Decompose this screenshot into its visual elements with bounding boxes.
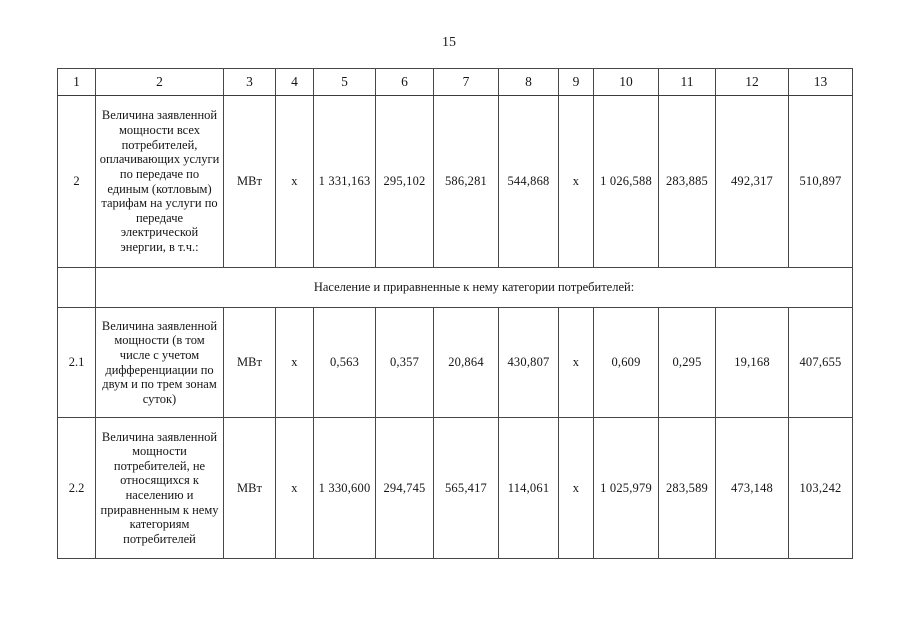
value-cell: 565,417 [433,417,499,559]
row-number: 2.2 [57,417,96,559]
value-cell: 283,885 [658,95,716,268]
value-cell: 492,317 [715,95,789,268]
page-number: 15 [442,35,456,50]
value-cell: 1 025,979 [593,417,659,559]
value-cell: x [558,307,594,418]
value-cell: x [275,307,314,418]
unit-cell: МВт [223,307,276,418]
column-header: 13 [788,68,853,96]
column-header: 3 [223,68,276,96]
column-header: 7 [433,68,499,96]
value-cell: 0,295 [658,307,716,418]
value-cell: 114,061 [498,417,559,559]
value-cell: x [558,417,594,559]
table-row: 2 Величина заявленной мощности всех потр… [57,95,853,268]
value-cell: 510,897 [788,95,853,268]
value-cell: 19,168 [715,307,789,418]
column-header: 9 [558,68,594,96]
column-header: 4 [275,68,314,96]
table-row: 2.2 Величина заявленной мощности потреби… [57,417,853,559]
value-cell: 0,357 [375,307,434,418]
value-cell: 430,807 [498,307,559,418]
value-cell: 407,655 [788,307,853,418]
tariff-power-table: 1 2 3 4 5 6 7 8 9 10 11 12 13 2 Величина… [57,68,853,559]
value-cell: 295,102 [375,95,434,268]
column-header: 5 [313,68,376,96]
row-number: 2 [57,95,96,268]
row-description: Величина заявленной мощности (в том числ… [95,307,224,418]
row-description: Величина заявленной мощности потребителе… [95,417,224,559]
column-header: 2 [95,68,224,96]
value-cell: x [558,95,594,268]
table-row: 2.1 Величина заявленной мощности (в том … [57,307,853,418]
table-header-row: 1 2 3 4 5 6 7 8 9 10 11 12 13 [57,68,853,96]
value-cell: x [275,95,314,268]
value-cell: 473,148 [715,417,789,559]
column-header: 6 [375,68,434,96]
section-label: Население и приравненные к нему категори… [95,267,853,308]
column-header: 8 [498,68,559,96]
column-header: 12 [715,68,789,96]
column-header: 11 [658,68,716,96]
value-cell: 0,563 [313,307,376,418]
row-description: Величина заявленной мощности всех потреб… [95,95,224,268]
unit-cell: МВт [223,417,276,559]
section-row: Население и приравненные к нему категори… [57,267,853,308]
column-header: 1 [57,68,96,96]
row-number: 2.1 [57,307,96,418]
value-cell: 1 026,588 [593,95,659,268]
value-cell: 0,609 [593,307,659,418]
value-cell: 1 331,163 [313,95,376,268]
column-header: 10 [593,68,659,96]
value-cell: 1 330,600 [313,417,376,559]
value-cell: 294,745 [375,417,434,559]
empty-cell [57,267,96,308]
unit-cell: МВт [223,95,276,268]
value-cell: 586,281 [433,95,499,268]
value-cell: 20,864 [433,307,499,418]
value-cell: 544,868 [498,95,559,268]
value-cell: 283,589 [658,417,716,559]
value-cell: x [275,417,314,559]
value-cell: 103,242 [788,417,853,559]
